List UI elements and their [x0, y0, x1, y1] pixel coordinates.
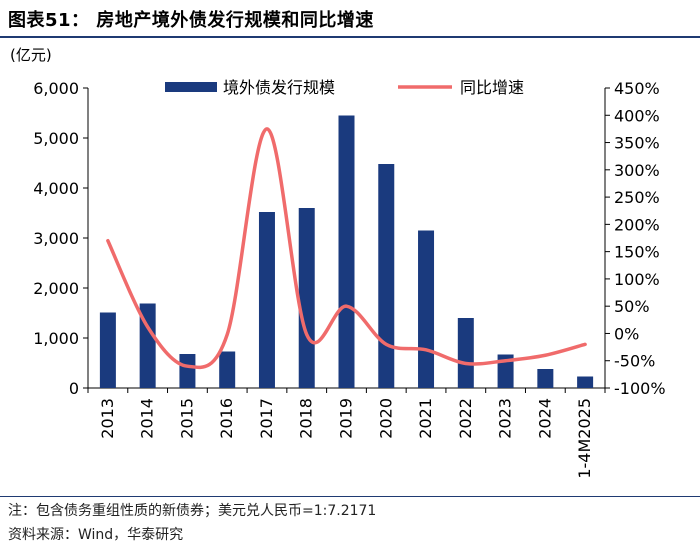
right-tick-label: -50% — [614, 352, 655, 371]
x-tick-label: 2018 — [297, 398, 316, 439]
footer-divider — [0, 496, 700, 497]
footnote: 注：包含债务重组性质的新债券；美元兑人民币=1:7.2171 — [8, 503, 377, 519]
title-divider — [0, 36, 700, 38]
bar — [338, 115, 355, 388]
left-tick-label: 4,000 — [33, 179, 79, 198]
right-tick-label: 200% — [614, 215, 660, 234]
right-tick-label: 300% — [614, 161, 660, 180]
bar — [418, 230, 435, 388]
legend-bar-swatch — [165, 82, 217, 92]
x-tick-label: 2020 — [376, 398, 395, 439]
bar-series — [99, 115, 594, 388]
right-tick-label: 250% — [614, 188, 660, 207]
legend: 境外债发行规模 同比增速 — [165, 78, 524, 97]
left-tick-label: 3,000 — [33, 229, 79, 248]
left-tick-label: 6,000 — [33, 79, 79, 98]
right-tick-label: 150% — [614, 243, 660, 262]
bar — [139, 303, 156, 388]
left-tick-label: 0 — [69, 379, 79, 398]
source-note: 资料来源：Wind，华泰研究 — [8, 527, 184, 543]
right-tick-label: 400% — [614, 106, 660, 125]
page-title: 图表51： 房地产境外债发行规模和同比增速 — [8, 10, 374, 31]
left-axis-unit: (亿元) — [10, 46, 52, 64]
chart: (亿元) 0 1,000 2,000 3,000 4,000 5,000 6,000 -100… — [10, 46, 666, 479]
x-tick-label: 2023 — [496, 398, 515, 439]
x-tick-label: 2024 — [535, 398, 554, 439]
growth-line — [106, 127, 587, 370]
x-tick-label: 2015 — [177, 398, 196, 439]
x-tick-label: 2013 — [98, 398, 117, 439]
x-tick-label: 2019 — [337, 398, 356, 439]
bar — [577, 376, 594, 388]
bar — [378, 164, 395, 388]
x-tick-label: 2017 — [257, 398, 276, 439]
x-tick-label: 2016 — [217, 398, 236, 439]
x-tick-label: 2014 — [138, 398, 157, 439]
right-tick-label: -100% — [614, 379, 666, 398]
bar — [219, 351, 236, 388]
right-tick-label: 0% — [614, 324, 639, 343]
right-tick-label: 50% — [614, 297, 650, 316]
bar — [179, 354, 196, 388]
left-tick-label: 2,000 — [33, 279, 79, 298]
line-series — [106, 127, 587, 370]
right-tick-label: 450% — [614, 79, 660, 98]
right-tick-label: 350% — [614, 134, 660, 153]
legend-line-label: 同比增速 — [460, 78, 524, 97]
x-tick-label: 1-4M2025 — [575, 398, 594, 479]
x-tick-label: 2021 — [416, 398, 435, 439]
left-tick-label: 5,000 — [33, 129, 79, 148]
bar — [457, 318, 474, 388]
bar — [99, 312, 116, 388]
bar — [258, 212, 275, 388]
axes: 0 1,000 2,000 3,000 4,000 5,000 6,000 -100% -50%… — [33, 79, 665, 479]
bar — [298, 208, 315, 388]
x-tick-label: 2022 — [456, 398, 475, 439]
right-tick-label: 100% — [614, 270, 660, 289]
legend-bar-label: 境外债发行规模 — [223, 78, 335, 97]
left-tick-label: 1,000 — [33, 329, 79, 348]
bar — [537, 369, 554, 388]
